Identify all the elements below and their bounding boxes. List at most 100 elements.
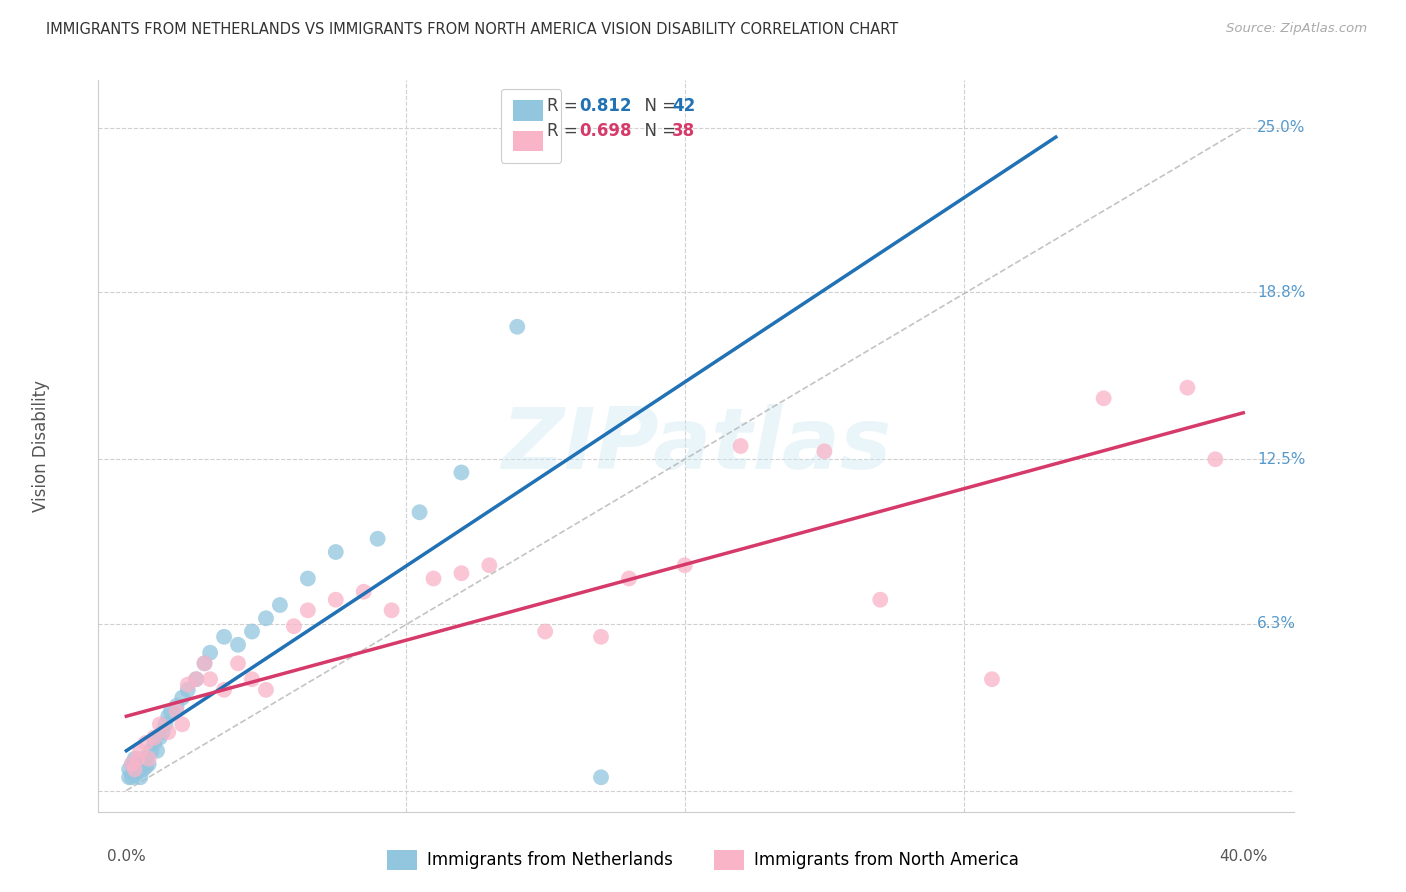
Point (138, 757, 160, 772)
Point (193, 657, 215, 671)
Point (450, 566, 472, 581)
Point (534, 624, 557, 639)
Legend: , : , (501, 88, 561, 162)
Point (186, 672, 208, 686)
Point (422, 572, 444, 586)
Point (1204, 452, 1226, 467)
Point (589, 770, 612, 784)
Point (297, 572, 319, 586)
Point (132, 752, 155, 766)
Point (381, 603, 404, 617)
Point (141, 744, 163, 758)
Point (240, 624, 263, 639)
Point (408, 505, 430, 519)
Point (450, 466, 472, 480)
Point (254, 611, 277, 625)
Point (813, 444, 835, 458)
Point (193, 657, 215, 671)
Point (1177, 381, 1199, 395)
Text: 0.698: 0.698 (579, 122, 631, 140)
Point (149, 731, 172, 745)
Point (325, 592, 347, 607)
Point (186, 672, 208, 686)
Point (127, 752, 149, 766)
Text: 18.8%: 18.8% (1257, 285, 1306, 300)
Text: 25.0%: 25.0% (1257, 120, 1306, 136)
Point (166, 704, 188, 718)
Point (297, 603, 319, 617)
Point (177, 682, 200, 697)
Text: R =: R = (547, 97, 582, 115)
Point (226, 638, 249, 652)
Point (283, 619, 305, 633)
Point (121, 770, 143, 784)
Text: 6.3%: 6.3% (1257, 616, 1296, 631)
Point (198, 672, 221, 686)
Text: 42: 42 (672, 97, 696, 115)
Point (121, 757, 143, 772)
Point (226, 657, 249, 671)
Point (254, 682, 277, 697)
Point (129, 757, 152, 772)
Point (143, 731, 166, 745)
Point (135, 752, 157, 766)
Point (506, 319, 529, 334)
Point (981, 672, 1004, 686)
Point (124, 762, 146, 776)
Text: IMMIGRANTS FROM NETHERLANDS VS IMMIGRANTS FROM NORTH AMERICA VISION DISABILITY C: IMMIGRANTS FROM NETHERLANDS VS IMMIGRANT… (46, 22, 898, 37)
Point (124, 752, 146, 766)
Point (1092, 392, 1115, 406)
Point (367, 532, 389, 546)
Point (143, 736, 166, 750)
Point (240, 672, 263, 686)
Point (212, 682, 235, 697)
Text: 0.812: 0.812 (579, 97, 631, 115)
Point (353, 584, 375, 599)
Text: Source: ZipAtlas.com: Source: ZipAtlas.com (1226, 22, 1367, 36)
Point (132, 762, 155, 776)
Point (730, 439, 752, 453)
Point (135, 736, 157, 750)
Point (160, 704, 183, 718)
Point (157, 725, 180, 739)
Point (589, 630, 612, 644)
Text: N =: N = (634, 97, 681, 115)
Point (617, 572, 640, 586)
Point (177, 677, 200, 691)
Point (149, 717, 172, 731)
Text: 0.0%: 0.0% (107, 849, 146, 863)
Point (269, 598, 291, 612)
Point (138, 752, 160, 766)
Point (673, 558, 696, 573)
Point (325, 545, 347, 559)
Text: ZIPatlas: ZIPatlas (501, 404, 891, 488)
Point (157, 709, 180, 723)
Legend: Immigrants from Netherlands, Immigrants from North America: Immigrants from Netherlands, Immigrants … (380, 843, 1026, 877)
Text: N =: N = (634, 122, 681, 140)
Text: R =: R = (547, 122, 582, 140)
Point (118, 770, 141, 784)
Point (155, 717, 177, 731)
Text: 38: 38 (672, 122, 695, 140)
Text: 40.0%: 40.0% (1219, 849, 1267, 863)
Point (146, 744, 169, 758)
Point (124, 762, 146, 776)
Text: 12.5%: 12.5% (1257, 451, 1306, 467)
Point (127, 757, 149, 772)
Text: Vision Disability: Vision Disability (32, 380, 51, 512)
Point (172, 690, 194, 705)
Point (869, 592, 891, 607)
Point (129, 744, 152, 758)
Point (166, 698, 188, 713)
Point (212, 630, 235, 644)
Point (121, 757, 143, 772)
Point (127, 764, 149, 779)
Point (198, 646, 221, 660)
Point (135, 759, 157, 773)
Point (152, 725, 174, 739)
Point (478, 558, 501, 573)
Point (124, 767, 146, 781)
Point (129, 770, 152, 784)
Point (172, 717, 194, 731)
Point (118, 762, 141, 776)
